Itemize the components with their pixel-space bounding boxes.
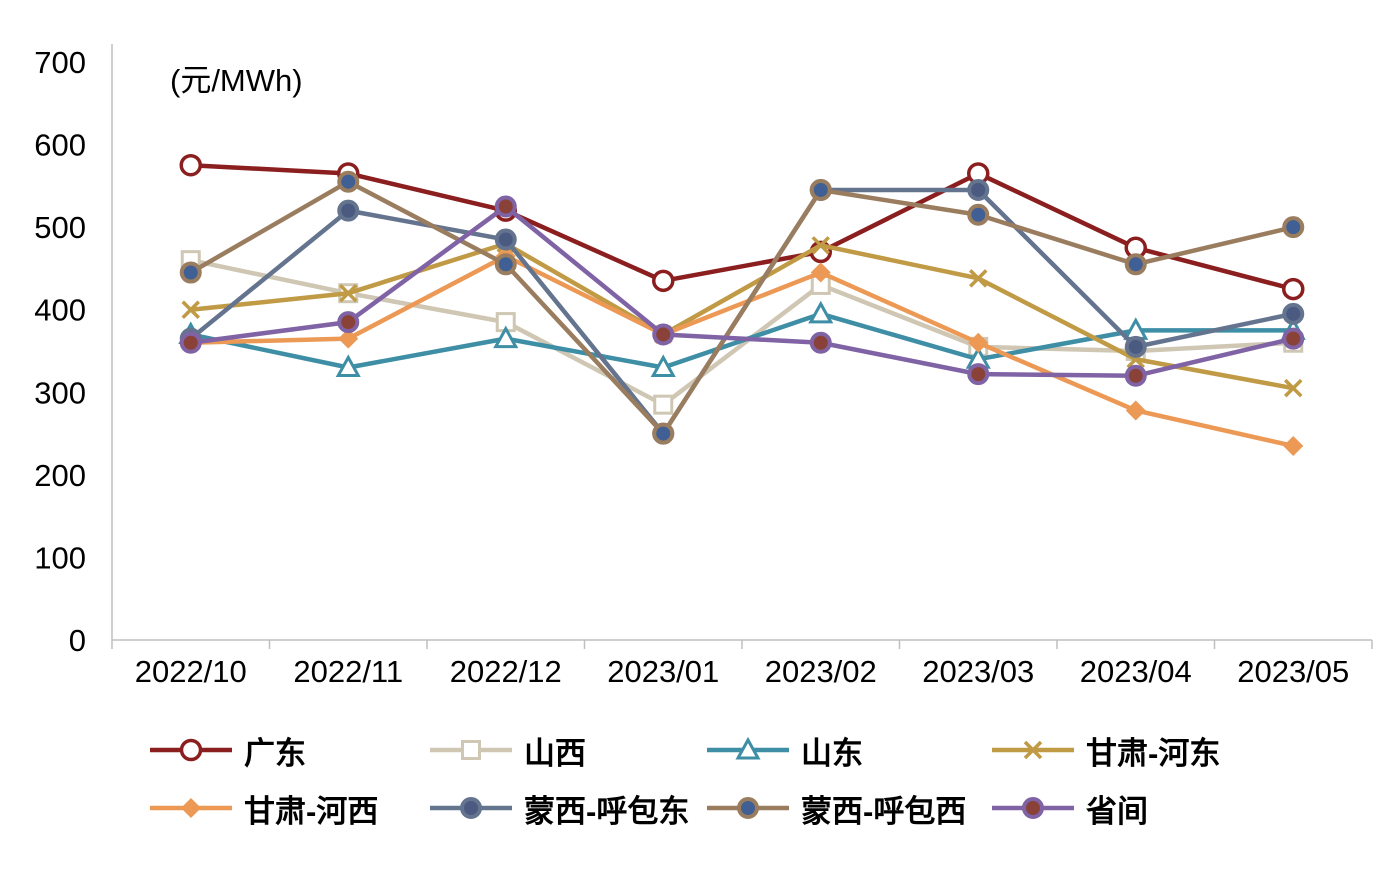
legend-item-mengxi-hubaoxi: 蒙西-呼包西 [705,791,990,829]
x-axis-tick-label: 2023/02 [765,654,877,689]
legend-label: 甘肃-河东 [1086,735,1221,771]
x-axis-tick-label: 2022/10 [135,654,247,689]
legend-label: 甘肃-河西 [244,793,379,829]
series-line [188,241,1296,391]
legend-key-icon [430,797,512,819]
legend-key-icon [992,797,1074,819]
line-chart: 0 100 200 300 400 500 600 700 2022/10 2022/11 2022… [34,44,1373,689]
series-line [188,179,1296,436]
y-axis-tick-label: 600 [34,128,86,163]
legend-key-icon [150,798,232,818]
x-axis-tick-label: 2023/04 [1080,654,1192,689]
legend-item-gansu-hedong: 甘肃-河东 [990,733,1328,771]
y-axis-tick-label: 100 [34,540,86,575]
legend-item-guangdong: 广东 [148,733,428,771]
legend-label: 蒙西-呼包东 [524,793,690,829]
legend-item-shanxi: 山西 [428,733,705,771]
legend-item-shengjian: 省间 [990,791,1328,829]
x-axis-tick-label: 2022/12 [450,654,562,689]
legend-key-icon [992,740,1074,760]
legend-label: 山东 [801,735,863,771]
y-axis-tick-label: 500 [34,210,86,245]
y-axis-tick-label: 0 [69,623,86,658]
x-axis-tick-label: 2023/05 [1237,654,1349,689]
series-line [188,204,1296,379]
y-axis-tick-label: 700 [34,45,86,80]
x-axis-tick-label: 2023/01 [607,654,719,689]
y-axis-tick-label: 400 [34,293,86,328]
legend-item-mengxi-hubaodong: 蒙西-呼包东 [428,791,705,829]
y-axis-tick-label: 300 [34,375,86,410]
legend-item-shandong: 山东 [705,733,990,771]
y-axis-unit-label: (元/MWh) [170,63,303,98]
series-line [188,253,1296,449]
chart-legend: 广东 山西 山东 甘肃-河东 甘肃-河西 蒙西-呼包东 蒙西-呼包西 省间 [148,733,1328,829]
series-line [188,257,1296,407]
legend-label: 省间 [1086,793,1148,829]
legend-label: 蒙西-呼包西 [801,793,967,829]
x-axis-tick-label: 2023/03 [922,654,1034,689]
legend-key-icon [150,738,232,762]
series-line [188,162,1296,292]
legend-key-icon [707,736,789,760]
legend-key-icon [430,740,512,760]
legend-label: 山西 [524,735,586,771]
legend-item-gansu-hexi: 甘肃-河西 [148,791,428,829]
x-axis-tick-label: 2022/11 [293,654,403,689]
y-axis-tick-label: 200 [34,458,86,493]
legend-key-icon [707,797,789,819]
legend-label: 广东 [244,735,306,771]
